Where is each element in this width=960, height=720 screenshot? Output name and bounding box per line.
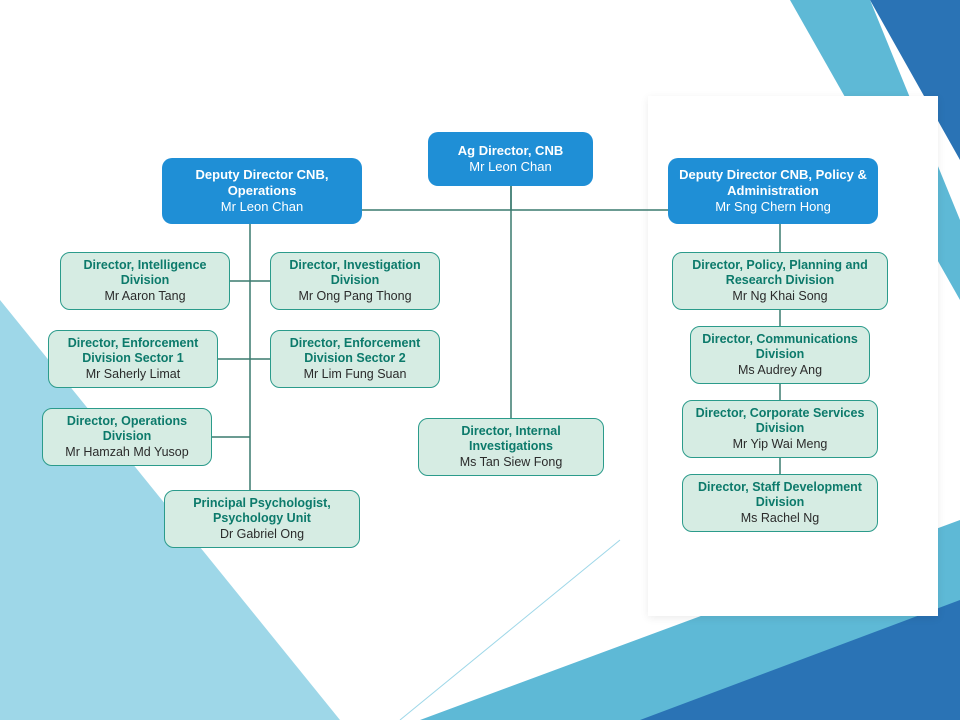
node-staff-development: Director, Staff Development Division Ms … xyxy=(682,474,878,532)
node-operations-div: Director, Operations Division Mr Hamzah … xyxy=(42,408,212,466)
node-title: Director, Intelligence Division xyxy=(69,258,221,289)
node-title: Ag Director, CNB xyxy=(458,143,563,159)
node-name: Ms Audrey Ang xyxy=(738,363,822,379)
node-name: Ms Rachel Ng xyxy=(741,511,820,527)
node-investigation: Director, Investigation Division Mr Ong … xyxy=(270,252,440,310)
node-policy-planning-research: Director, Policy, Planning and Research … xyxy=(672,252,888,310)
node-title: Director, Enforcement Division Sector 1 xyxy=(57,336,209,367)
node-title: Director, Policy, Planning and Research … xyxy=(681,258,879,289)
node-name: Mr Leon Chan xyxy=(221,199,303,215)
node-name: Dr Gabriel Ong xyxy=(220,527,304,543)
node-intelligence: Director, Intelligence Division Mr Aaron… xyxy=(60,252,230,310)
node-internal-investigations: Director, Internal Investigations Ms Tan… xyxy=(418,418,604,476)
node-title: Director, Operations Division xyxy=(51,414,203,445)
node-name: Mr Saherly Limat xyxy=(86,367,180,383)
org-chart-canvas: Ag Director, CNB Mr Leon Chan Deputy Dir… xyxy=(0,0,960,720)
node-enforcement-1: Director, Enforcement Division Sector 1 … xyxy=(48,330,218,388)
node-name: Mr Lim Fung Suan xyxy=(304,367,407,383)
node-name: Mr Hamzah Md Yusop xyxy=(65,445,188,461)
node-name: Mr Ong Pang Thong xyxy=(298,289,411,305)
node-title: Director, Corporate Services Division xyxy=(691,406,869,437)
node-name: Ms Tan Siew Fong xyxy=(460,455,563,471)
node-title: Deputy Director CNB, Policy & Administra… xyxy=(676,167,870,200)
node-title: Director, Enforcement Division Sector 2 xyxy=(279,336,431,367)
node-name: Mr Aaron Tang xyxy=(104,289,185,305)
node-title: Director, Communications Division xyxy=(699,332,861,363)
node-name: Mr Sng Chern Hong xyxy=(715,199,831,215)
node-enforcement-2: Director, Enforcement Division Sector 2 … xyxy=(270,330,440,388)
node-communications: Director, Communications Division Ms Aud… xyxy=(690,326,870,384)
node-dd-operations: Deputy Director CNB, Operations Mr Leon … xyxy=(162,158,362,224)
node-ag-director: Ag Director, CNB Mr Leon Chan xyxy=(428,132,593,186)
node-title: Deputy Director CNB, Operations xyxy=(170,167,354,200)
node-corporate-services: Director, Corporate Services Division Mr… xyxy=(682,400,878,458)
node-title: Director, Staff Development Division xyxy=(691,480,869,511)
node-name: Mr Leon Chan xyxy=(469,159,551,175)
node-dd-policy-admin: Deputy Director CNB, Policy & Administra… xyxy=(668,158,878,224)
node-name: Mr Yip Wai Meng xyxy=(733,437,828,453)
node-title: Principal Psychologist, Psychology Unit xyxy=(173,496,351,527)
node-title: Director, Internal Investigations xyxy=(427,424,595,455)
node-name: Mr Ng Khai Song xyxy=(732,289,827,305)
node-psychology: Principal Psychologist, Psychology Unit … xyxy=(164,490,360,548)
node-title: Director, Investigation Division xyxy=(279,258,431,289)
